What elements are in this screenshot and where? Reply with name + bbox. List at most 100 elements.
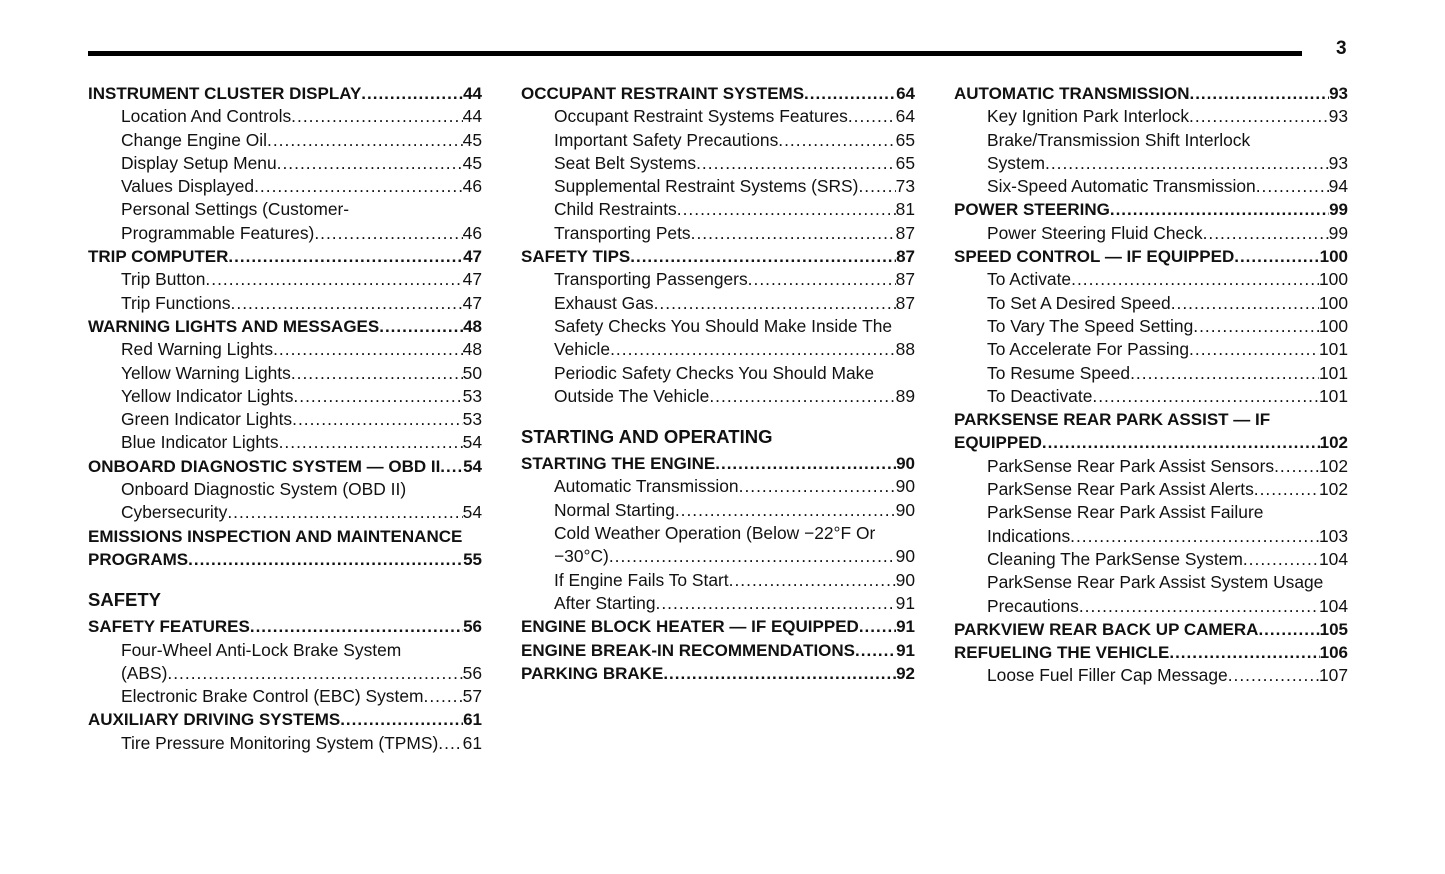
toc-sub-entry[interactable]: Tire Pressure Monitoring System (TPMS) 61 xyxy=(88,732,482,755)
toc-sub-entry[interactable]: Six-Speed Automatic Transmission 94 xyxy=(954,175,1348,198)
entry-page-number: 100 xyxy=(1318,315,1348,336)
toc-sub-entry[interactable]: If Engine Fails To Start 90 xyxy=(521,569,915,592)
toc-sub-entry[interactable]: To Activate 100 xyxy=(954,268,1348,291)
toc-main-entry[interactable]: ENGINE BLOCK HEATER — IF EQUIPPED 91 xyxy=(521,615,915,638)
entry-leader-line: Change Engine Oil 45 xyxy=(88,129,482,152)
toc-main-entry[interactable]: REFUELING THE VEHICLE 106 xyxy=(954,641,1348,664)
toc-sub-entry[interactable]: Personal Settings (Customer- Programmable… xyxy=(88,198,482,245)
toc-sub-entry[interactable]: Yellow Warning Lights 50 xyxy=(88,362,482,385)
entry-title: PARKVIEW REAR BACK UP CAMERA xyxy=(954,619,1259,639)
toc-main-entry[interactable]: INSTRUMENT CLUSTER DISPLAY 44 xyxy=(88,82,482,105)
dot-leader xyxy=(438,732,462,755)
toc-sub-entry[interactable]: Onboard Diagnostic System (OBD II) Cybers… xyxy=(88,478,482,525)
toc-sub-entry[interactable]: To Vary The Speed Setting 100 xyxy=(954,315,1348,338)
toc-sub-entry[interactable]: Occupant Restraint Systems Features 64 xyxy=(521,105,915,128)
toc-main-entry[interactable]: ENGINE BREAK-IN RECOMMENDATIONS 91 xyxy=(521,639,915,662)
dot-leader xyxy=(858,175,895,198)
toc-main-entry[interactable]: PARKVIEW REAR BACK UP CAMERA 105 xyxy=(954,618,1348,641)
toc-sub-entry[interactable]: To Set A Desired Speed 100 xyxy=(954,292,1348,315)
entry-title: Loose Fuel Filler Cap Message xyxy=(987,665,1228,686)
entry-title: −30°C) xyxy=(554,546,609,567)
entry-leader-line: To Accelerate For Passing 101 xyxy=(954,338,1348,361)
toc-sub-entry[interactable]: Automatic Transmission 90 xyxy=(521,475,915,498)
toc-main-entry[interactable]: AUTOMATIC TRANSMISSION 93 xyxy=(954,82,1348,105)
toc-main-entry[interactable]: SAFETY TIPS 87 xyxy=(521,245,915,268)
toc-sub-entry[interactable]: To Deactivate 101 xyxy=(954,385,1348,408)
toc-sub-entry[interactable]: Exhaust Gas 87 xyxy=(521,292,915,315)
toc-main-entry[interactable]: WARNING LIGHTS AND MESSAGES 48 xyxy=(88,315,482,338)
entry-title: Red Warning Lights xyxy=(121,339,274,360)
toc-main-entry[interactable]: STARTING THE ENGINE 90 xyxy=(521,452,915,475)
toc-main-entry[interactable]: ONBOARD DIAGNOSTIC SYSTEM — OBD II 54 xyxy=(88,455,482,478)
toc-sub-entry[interactable]: ParkSense Rear Park Assist System Usage P… xyxy=(954,571,1348,618)
toc-sub-entry[interactable]: Cold Weather Operation (Below −22°F Or −3… xyxy=(521,522,915,569)
toc-sub-entry[interactable]: Power Steering Fluid Check 99 xyxy=(954,222,1348,245)
toc-sub-entry[interactable]: Green Indicator Lights 53 xyxy=(88,408,482,431)
entry-leader-line: Vehicle 88 xyxy=(521,338,915,361)
toc-sub-entry[interactable]: Electronic Brake Control (EBC) System 57 xyxy=(88,685,482,708)
entry-page-number: 90 xyxy=(896,454,915,474)
toc-sub-entry[interactable]: Seat Belt Systems 65 xyxy=(521,152,915,175)
toc-sub-entry[interactable]: Brake/Transmission Shift Interlock System… xyxy=(954,129,1348,176)
toc-sub-entry[interactable]: Four-Wheel Anti-Lock Brake System(ABS) 5… xyxy=(88,639,482,686)
entry-page-number: 107 xyxy=(1318,665,1348,686)
entry-title: Electronic Brake Control (EBC) System xyxy=(121,686,424,707)
toc-sub-entry[interactable]: Red Warning Lights 48 xyxy=(88,338,482,361)
toc-main-entry[interactable]: PARKSENSE REAR PARK ASSIST — IF EQUIPPED 1… xyxy=(954,408,1348,455)
toc-sub-entry[interactable]: Values Displayed 46 xyxy=(88,175,482,198)
toc-sub-entry[interactable]: Key Ignition Park Interlock 93 xyxy=(954,105,1348,128)
entry-title: Child Restraints xyxy=(554,199,677,220)
entry-leader-line: Trip Button 47 xyxy=(88,268,482,291)
entry-title: Cybersecurity xyxy=(121,502,228,523)
toc-sub-entry[interactable]: Transporting Pets 87 xyxy=(521,222,915,245)
toc-sub-entry[interactable]: Child Restraints 81 xyxy=(521,198,915,221)
entry-page-number: 93 xyxy=(1328,152,1348,173)
toc-main-entry[interactable]: AUXILIARY DRIVING SYSTEMS 61 xyxy=(88,708,482,731)
dot-leader xyxy=(1071,268,1319,291)
toc-sub-entry[interactable]: ParkSense Rear Park Assist Alerts 102 xyxy=(954,478,1348,501)
toc-sub-entry[interactable]: Trip Functions 47 xyxy=(88,292,482,315)
entry-page-number: 87 xyxy=(895,269,915,290)
dot-leader xyxy=(1110,198,1329,221)
toc-sub-entry[interactable]: Trip Button 47 xyxy=(88,268,482,291)
toc-sub-entry[interactable]: Change Engine Oil 45 xyxy=(88,129,482,152)
toc-sub-entry[interactable]: Safety Checks You Should Make Inside The… xyxy=(521,315,915,362)
entry-page-number: 44 xyxy=(463,84,482,103)
toc-sub-entry[interactable]: Loose Fuel Filler Cap Message 107 xyxy=(954,664,1348,687)
toc-sub-entry[interactable]: Important Safety Precautions 65 xyxy=(521,129,915,152)
dot-leader xyxy=(279,431,463,454)
toc-main-entry[interactable]: PARKING BRAKE 92 xyxy=(521,662,915,685)
entry-page-number: 47 xyxy=(462,269,482,290)
entry-title: WARNING LIGHTS AND MESSAGES xyxy=(88,316,380,336)
dot-leader xyxy=(1130,362,1319,385)
toc-sub-entry[interactable]: After Starting 91 xyxy=(521,592,915,615)
toc-main-entry[interactable]: OCCUPANT RESTRAINT SYSTEMS 64 xyxy=(521,82,915,105)
toc-main-entry[interactable]: SPEED CONTROL — IF EQUIPPED 100 xyxy=(954,245,1348,268)
toc-main-entry[interactable]: EMISSIONS INSPECTION AND MAINTENANCE PROG… xyxy=(88,525,482,572)
entry-leader-line: Supplemental Restraint Systems (SRS) 73 xyxy=(521,175,915,198)
toc-sub-entry[interactable]: ParkSense Rear Park Assist Sensors 102 xyxy=(954,455,1348,478)
entry-page-number: 100 xyxy=(1319,247,1348,267)
toc-main-entry[interactable]: POWER STEERING 99 xyxy=(954,198,1348,221)
toc-sub-entry[interactable]: Display Setup Menu 45 xyxy=(88,152,482,175)
entry-page-number: 48 xyxy=(463,316,482,336)
toc-sub-entry[interactable]: Cleaning The ParkSense System 104 xyxy=(954,548,1348,571)
entry-title: Automatic Transmission xyxy=(554,476,739,497)
entry-title: ParkSense Rear Park Assist Alerts xyxy=(987,479,1254,500)
dot-leader xyxy=(273,338,463,361)
toc-sub-entry[interactable]: Supplemental Restraint Systems (SRS) 73 xyxy=(521,175,915,198)
toc-sub-entry[interactable]: Location And Controls 44 xyxy=(88,105,482,128)
entry-page-number: 90 xyxy=(895,569,915,590)
toc-main-entry[interactable]: TRIP COMPUTER 47 xyxy=(88,245,482,268)
toc-sub-entry[interactable]: To Accelerate For Passing 101 xyxy=(954,338,1348,361)
toc-main-entry[interactable]: SAFETY FEATURES 56 xyxy=(88,615,482,638)
toc-sub-entry[interactable]: Periodic Safety Checks You Should Make Ou… xyxy=(521,362,915,409)
toc-sub-entry[interactable]: Normal Starting 90 xyxy=(521,499,915,522)
toc-sub-entry[interactable]: To Resume Speed 101 xyxy=(954,362,1348,385)
toc-sub-entry[interactable]: Yellow Indicator Lights 53 xyxy=(88,385,482,408)
toc-sub-entry[interactable]: ParkSense Rear Park Assist Failure Indica… xyxy=(954,501,1348,548)
toc-sub-entry[interactable]: Transporting Passengers 87 xyxy=(521,268,915,291)
toc-sub-entry[interactable]: Blue Indicator Lights 54 xyxy=(88,431,482,454)
entry-page-number: 104 xyxy=(1318,548,1348,569)
entry-title: PARKING BRAKE xyxy=(521,663,664,683)
